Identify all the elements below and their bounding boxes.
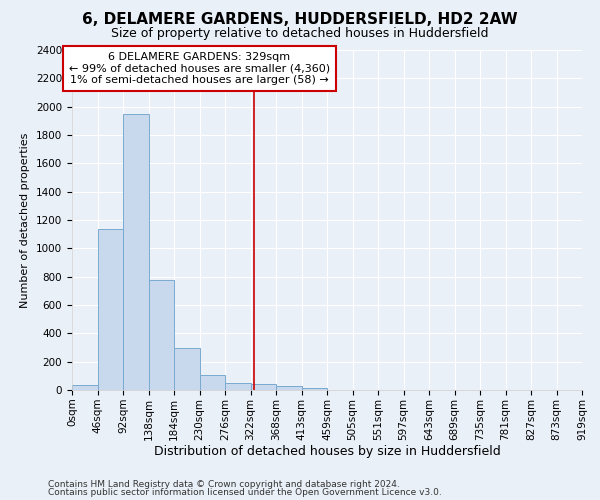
Bar (199, 375, 225, 390)
Bar (302, 388, 327, 390)
Text: Contains HM Land Registry data © Crown copyright and database right 2024.: Contains HM Land Registry data © Crown c… (48, 480, 400, 489)
Text: Contains public sector information licensed under the Open Government Licence v3: Contains public sector information licen… (48, 488, 442, 497)
Bar (276, 386, 302, 390)
Bar (174, 348, 199, 390)
Text: 6, DELAMERE GARDENS, HUDDERSFIELD, HD2 2AW: 6, DELAMERE GARDENS, HUDDERSFIELD, HD2 2… (82, 12, 518, 28)
X-axis label: Distribution of detached houses by size in Huddersfield: Distribution of detached houses by size … (154, 446, 500, 458)
Bar (149, 280, 174, 390)
Bar (123, 114, 149, 390)
Text: Size of property relative to detached houses in Huddersfield: Size of property relative to detached ho… (111, 28, 489, 40)
Y-axis label: Number of detached properties: Number of detached properties (20, 132, 31, 308)
Bar (251, 384, 276, 390)
Bar (72, 385, 97, 390)
Bar (225, 383, 251, 390)
Bar (97, 228, 123, 390)
Text: 6 DELAMERE GARDENS: 329sqm
← 99% of detached houses are smaller (4,360)
1% of se: 6 DELAMERE GARDENS: 329sqm ← 99% of deta… (69, 52, 330, 85)
